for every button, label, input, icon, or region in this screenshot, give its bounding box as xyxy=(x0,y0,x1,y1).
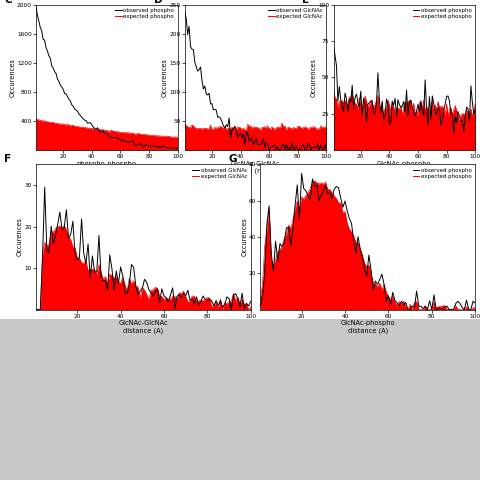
Text: D: D xyxy=(154,0,162,5)
Text: G: G xyxy=(228,155,237,164)
Legend: observed GlcNAc, expected GlcNAc: observed GlcNAc, expected GlcNAc xyxy=(192,167,248,179)
X-axis label: GlcNAc-GlcNAc
distance (A): GlcNAc-GlcNAc distance (A) xyxy=(119,320,168,334)
Y-axis label: Occurences: Occurences xyxy=(162,58,168,97)
Legend: observed GlcNAc, expected GlcNAc: observed GlcNAc, expected GlcNAc xyxy=(267,8,324,20)
Legend: observed phospho, expected phospho: observed phospho, expected phospho xyxy=(412,167,472,179)
X-axis label: GlcNAc-phospho
distance (A): GlcNAc-phospho distance (A) xyxy=(340,320,395,334)
Y-axis label: Occurences: Occurences xyxy=(17,217,23,256)
X-axis label: GlcNAc-GlcNAc
distance (residues): GlcNAc-GlcNAc distance (residues) xyxy=(224,160,288,174)
X-axis label: GlcNAc-phospho
distance (residues): GlcNAc-phospho distance (residues) xyxy=(372,160,436,174)
Y-axis label: Occurences: Occurences xyxy=(241,217,247,256)
Text: E: E xyxy=(302,0,310,5)
Legend: observed phospho, expected phospho: observed phospho, expected phospho xyxy=(412,8,472,20)
X-axis label: phospho-phospho
distance (residues): phospho-phospho distance (residues) xyxy=(75,160,139,174)
Legend: observed phospho, expected phospho: observed phospho, expected phospho xyxy=(115,8,175,20)
Y-axis label: Occurences: Occurences xyxy=(311,58,317,97)
Text: F: F xyxy=(4,155,11,164)
Text: C: C xyxy=(5,0,12,5)
Y-axis label: Occurences: Occurences xyxy=(10,58,15,97)
